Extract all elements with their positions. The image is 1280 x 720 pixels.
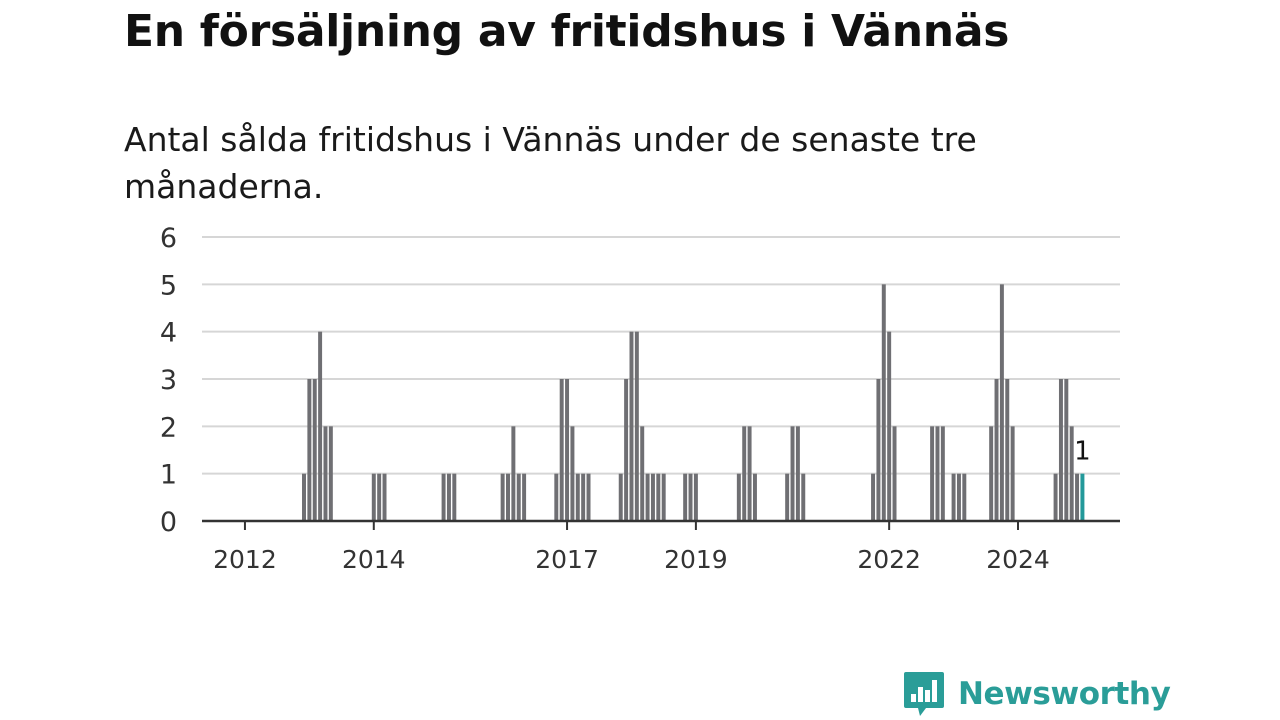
bar xyxy=(307,379,312,521)
subtitle: Antal sålda fritidshus i Vännäs under de… xyxy=(124,120,977,206)
data-label: 1 xyxy=(1074,437,1091,467)
bar xyxy=(1064,379,1069,521)
bar xyxy=(999,284,1004,521)
bar xyxy=(312,379,317,521)
bar xyxy=(318,331,323,521)
bar xyxy=(795,426,800,521)
bar xyxy=(500,473,505,521)
grid-lines xyxy=(202,236,1120,475)
bar xyxy=(570,426,575,521)
labels: 0 1 2 3 4 5 6 2012 2014 2017 2019 2022 2024 1 xyxy=(160,223,1091,574)
bar xyxy=(656,473,661,521)
bar xyxy=(650,473,655,521)
x-tick-label: 2019 xyxy=(664,545,728,574)
x-tick-label: 2024 xyxy=(986,545,1050,574)
bar xyxy=(634,331,639,521)
y-tick-label: 1 xyxy=(160,460,177,491)
bar xyxy=(935,426,940,521)
bar xyxy=(892,426,897,521)
x-tick-label: 2014 xyxy=(342,545,406,574)
bar xyxy=(956,473,961,521)
x-tick-label: 2017 xyxy=(535,545,599,574)
bar xyxy=(554,473,559,521)
bar xyxy=(785,473,790,521)
y-tick-label: 4 xyxy=(160,318,177,349)
bar xyxy=(951,473,956,521)
bar xyxy=(989,426,994,521)
bar xyxy=(522,473,527,521)
bar xyxy=(382,473,387,521)
bar xyxy=(575,473,580,521)
bar xyxy=(1069,426,1074,521)
bar xyxy=(506,473,510,521)
bar xyxy=(1058,379,1063,521)
bar xyxy=(683,473,688,521)
bar xyxy=(645,473,650,521)
y-tick-label: 5 xyxy=(160,270,177,301)
bar-chart-speech-bubble-icon xyxy=(904,672,944,716)
bar xyxy=(441,473,446,521)
bar xyxy=(640,426,645,521)
bar xyxy=(328,426,333,521)
bar xyxy=(446,473,451,521)
bar xyxy=(736,473,741,521)
bar xyxy=(887,331,892,521)
brand-name: Newsworthy xyxy=(958,676,1171,712)
bar xyxy=(747,426,752,521)
bar xyxy=(511,426,516,521)
bar xyxy=(1010,426,1015,521)
bar xyxy=(994,379,999,521)
bar xyxy=(581,473,586,521)
bar xyxy=(801,473,806,521)
bar xyxy=(688,473,693,521)
x-tick-label: 2012 xyxy=(213,545,277,574)
bar xyxy=(752,473,757,521)
bars xyxy=(302,284,1085,521)
bar xyxy=(881,284,886,521)
headline: En försäljning av fritidshus i Vännäs xyxy=(124,6,1010,57)
y-tick-label: 0 xyxy=(160,507,177,538)
bar-highlight xyxy=(1080,473,1085,521)
bar xyxy=(661,473,666,521)
bar xyxy=(371,473,376,521)
bar xyxy=(1005,379,1010,521)
bar xyxy=(1053,473,1058,521)
bar xyxy=(790,426,795,521)
bar xyxy=(559,379,564,521)
bar xyxy=(930,426,935,521)
bar xyxy=(624,379,629,521)
bar xyxy=(516,473,521,521)
bar xyxy=(871,473,876,521)
bar xyxy=(565,379,570,521)
bar xyxy=(962,473,967,521)
bar xyxy=(629,331,634,521)
y-tick-label: 6 xyxy=(160,223,177,254)
y-tick-label: 3 xyxy=(160,365,177,396)
bar xyxy=(693,473,698,521)
bar xyxy=(323,426,328,521)
y-tick-label: 2 xyxy=(160,412,177,443)
brand: Newsworthy xyxy=(902,670,1171,718)
bar xyxy=(876,379,881,521)
bar xyxy=(1075,473,1080,521)
bar xyxy=(586,473,591,521)
bar xyxy=(377,473,382,521)
bar xyxy=(940,426,945,521)
bar xyxy=(452,473,457,521)
bar xyxy=(302,473,306,521)
bar xyxy=(618,473,623,521)
x-tick-label: 2022 xyxy=(857,545,921,574)
bar xyxy=(742,426,747,521)
axes xyxy=(202,519,1120,530)
